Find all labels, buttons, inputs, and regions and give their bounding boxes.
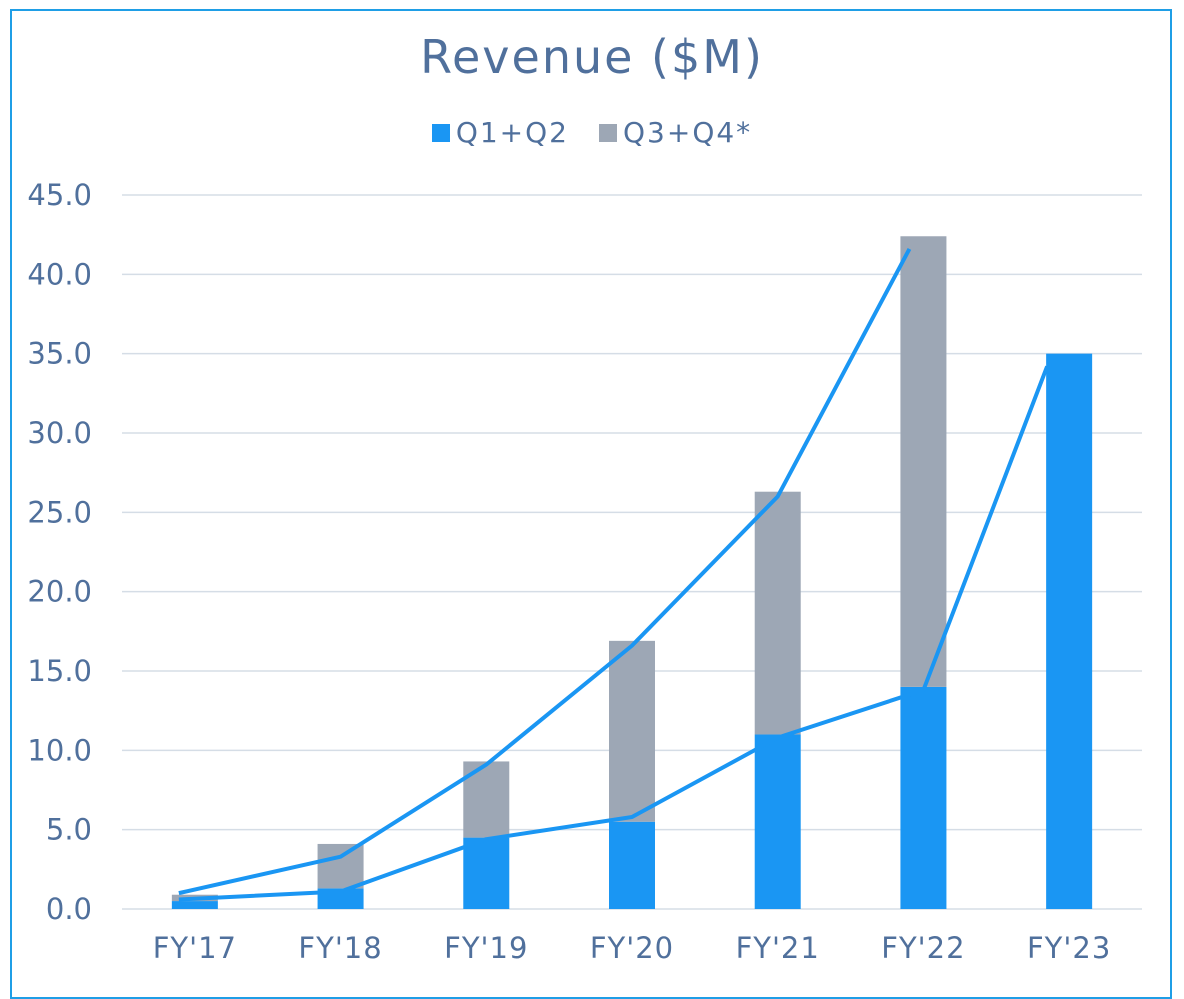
x-tick-label: FY'21 [736,931,820,965]
y-tick-label: 10.0 [27,733,92,767]
x-tick-label: FY'19 [444,931,528,965]
bar-q1q2 [1046,353,1093,910]
y-tick-label: 40.0 [27,257,92,291]
y-tick-label: 45.0 [27,178,92,212]
bars [171,236,1093,910]
y-tick-label: 30.0 [27,416,92,450]
y-tick-label: 25.0 [27,495,92,529]
trend-line-first-half [178,365,1050,902]
chart-title: Revenue ($M) [420,30,764,84]
x-tick-label: FY'22 [881,931,965,965]
legend-swatch-q3q4 [599,123,617,142]
x-tick-label: FY'17 [153,931,237,965]
legend-item-q1q2: Q1+Q2 [431,116,569,149]
y-tick-label: 20.0 [27,575,92,609]
y-tick-label: 35.0 [27,337,92,371]
trend-lines [178,248,1050,902]
bar-q3q4 [609,640,655,822]
y-tick-label: 15.0 [27,654,92,688]
chart-frame [10,9,1172,999]
bar-q1q2 [609,821,655,909]
bar-q1q2 [463,837,510,909]
bar-q3q4 [900,236,947,687]
trend-line-total [178,248,912,896]
legend-label-q1q2: Q1+Q2 [455,116,569,149]
bar-q1q2 [754,734,801,909]
legend-label-q3q4: Q3+Q4* [623,116,753,149]
x-tick-label: FY'20 [590,931,674,965]
bar-q1q2 [171,901,218,909]
y-tick-label: 5.0 [46,813,92,847]
y-tick-label: 0.0 [46,892,92,926]
legend-swatch-q1q2 [431,123,450,142]
x-tick-label: FY'18 [298,931,382,965]
y-axis-ticks: 0.0 5.0 10.0 15.0 20.0 25.0 30.0 35.0 40.0 45.0 [27,178,92,926]
bar-q3q4 [754,491,801,735]
legend-item-q3q4: Q3+Q4* [599,116,752,149]
x-tick-label: FY'23 [1027,931,1111,965]
bar-q1q2 [900,686,947,909]
x-axis-ticks: FY'17 FY'18 FY'19 FY'20 FY'21 FY'22 FY'23 [153,931,1111,965]
chart-legend: Q1+Q2 Q3+Q4* [0,116,1184,149]
bar-q3q4 [317,843,364,889]
